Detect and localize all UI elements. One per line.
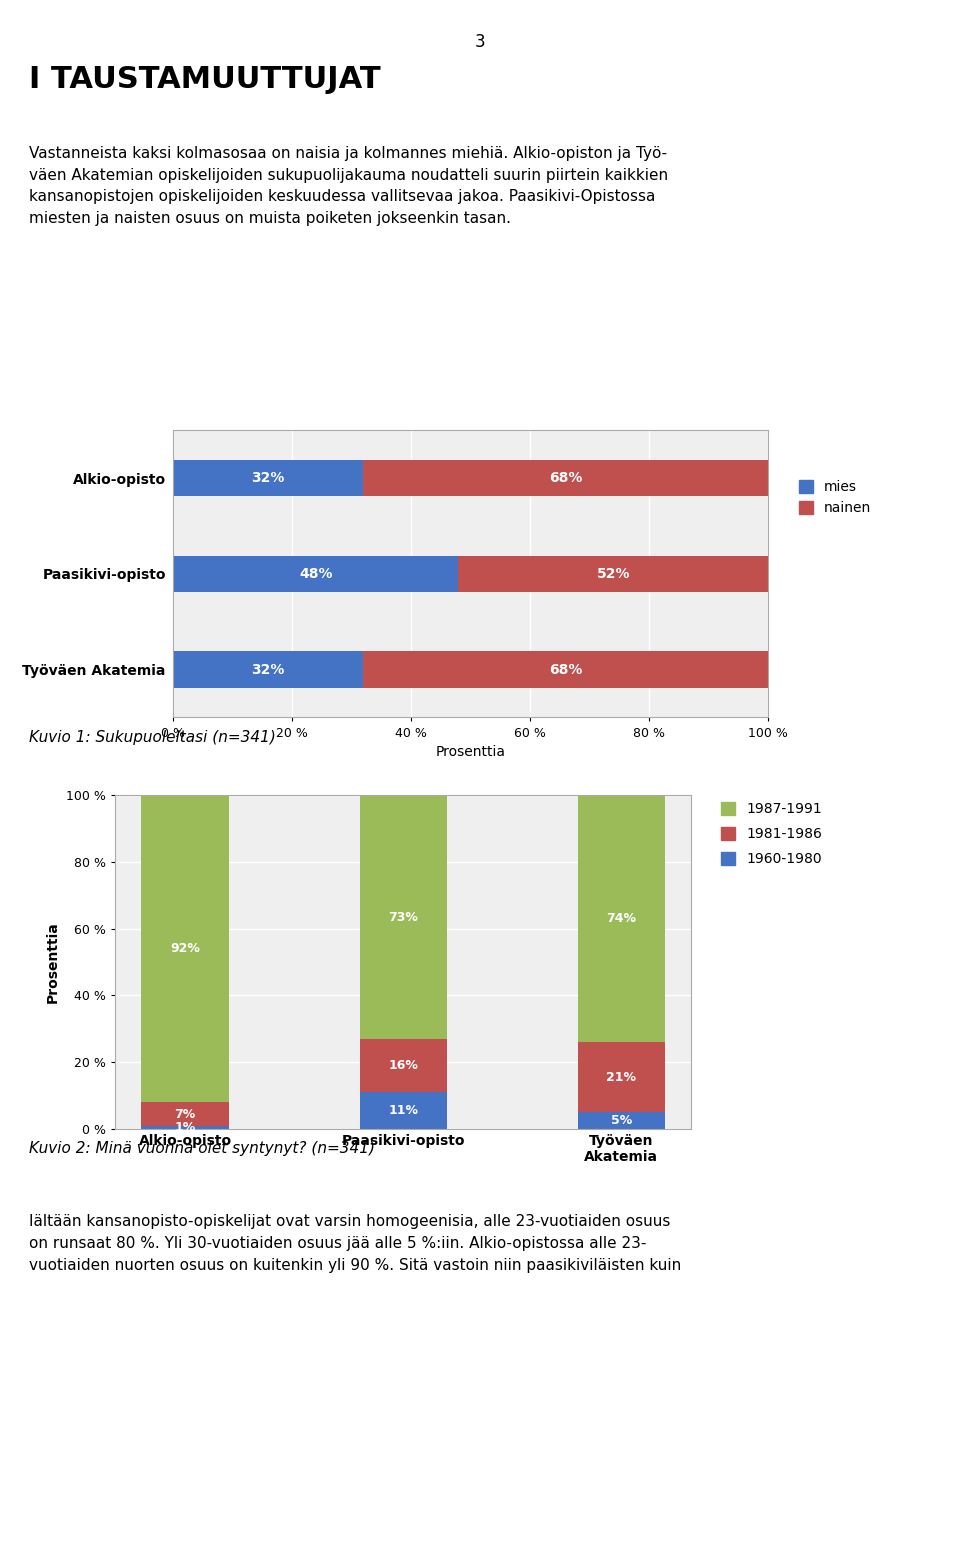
Text: Vastanneista kaksi kolmasosaa on naisia ja kolmannes miehiä. Alkio-opiston ja Ty: Vastanneista kaksi kolmasosaa on naisia … [29, 146, 668, 225]
Text: Kuvio 1: Sukupuoleltasi (n=341): Kuvio 1: Sukupuoleltasi (n=341) [29, 730, 276, 745]
Text: 73%: 73% [388, 910, 419, 924]
Bar [173, 556, 459, 592]
Bar [578, 1112, 665, 1129]
Bar [360, 1039, 446, 1092]
Text: 5%: 5% [611, 1114, 632, 1127]
Legend: mies, nainen: mies, nainen [799, 480, 871, 516]
Bar [578, 1042, 665, 1112]
Bar [141, 1126, 228, 1129]
Bar [173, 651, 363, 688]
Y-axis label: Prosenttia: Prosenttia [45, 921, 60, 1003]
Text: 68%: 68% [549, 663, 583, 677]
Text: 3: 3 [474, 34, 486, 51]
Text: 68%: 68% [549, 471, 583, 485]
Text: 32%: 32% [252, 471, 285, 485]
Bar [459, 556, 768, 592]
Bar [141, 795, 228, 1103]
Legend: 1987-1991, 1981-1986, 1960-1980: 1987-1991, 1981-1986, 1960-1980 [721, 801, 822, 867]
Text: 52%: 52% [596, 567, 630, 581]
Bar [578, 795, 665, 1042]
Bar [360, 795, 446, 1039]
Text: 16%: 16% [388, 1059, 419, 1072]
Bar [360, 1092, 446, 1129]
Text: 32%: 32% [252, 663, 285, 677]
Text: I TAUSTAMUUTTUJAT: I TAUSTAMUUTTUJAT [29, 65, 380, 95]
Bar [363, 460, 768, 497]
Text: 74%: 74% [607, 912, 636, 926]
Bar [141, 1103, 228, 1126]
Bar [363, 651, 768, 688]
Text: 7%: 7% [175, 1107, 196, 1121]
Text: 21%: 21% [607, 1070, 636, 1084]
Text: 48%: 48% [299, 567, 332, 581]
X-axis label: Prosenttia: Prosenttia [436, 745, 505, 759]
Text: Iältään kansanopisto-opiskelijat ovat varsin homogeenisia, alle 23-vuotiaiden os: Iältään kansanopisto-opiskelijat ovat va… [29, 1214, 681, 1272]
Text: 92%: 92% [170, 943, 200, 955]
Text: Kuvio 2: Minä vuonna olet syntynyt? (n=341): Kuvio 2: Minä vuonna olet syntynyt? (n=3… [29, 1141, 374, 1157]
Text: 11%: 11% [388, 1104, 419, 1117]
Text: 1%: 1% [175, 1121, 196, 1134]
Bar [173, 460, 363, 497]
